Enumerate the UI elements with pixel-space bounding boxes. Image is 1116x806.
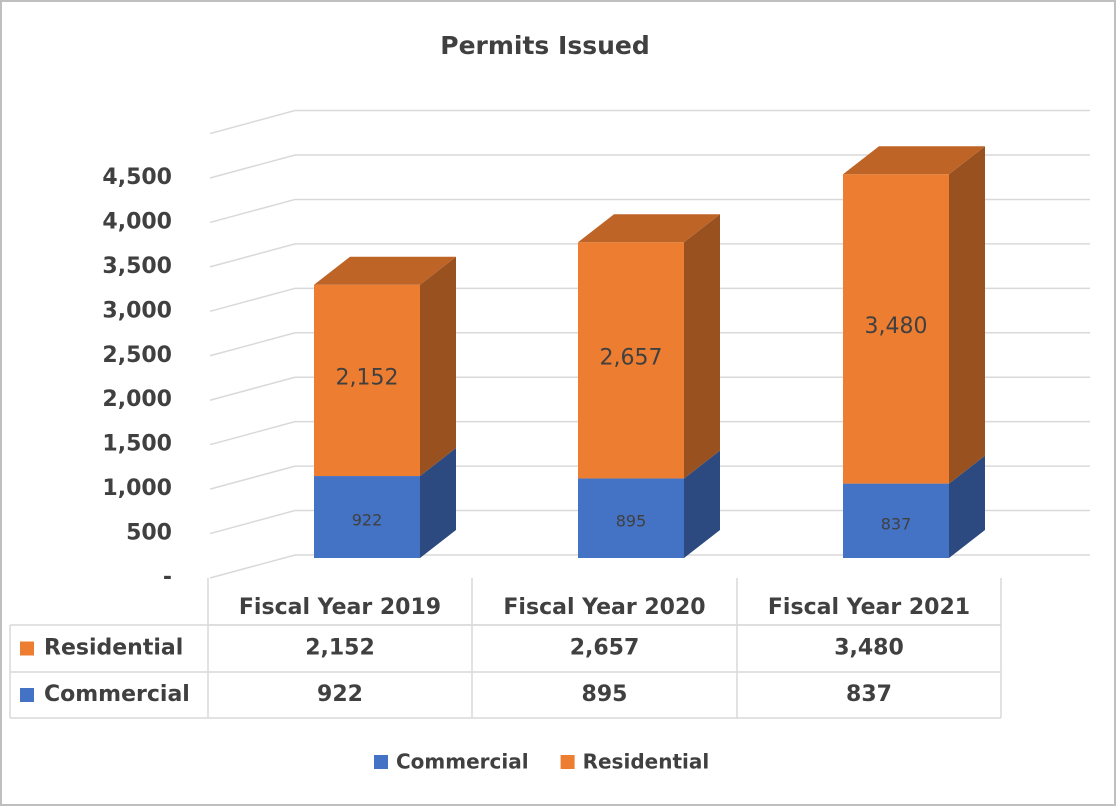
table-header: Fiscal Year 2021 — [768, 595, 970, 620]
grid-line — [209, 465, 1090, 490]
grid-line — [209, 332, 1090, 357]
y-tick-label: 2,500 — [102, 343, 172, 368]
bar — [578, 242, 684, 479]
y-tick-label: - — [163, 565, 172, 590]
table-header: Fiscal Year 2019 — [239, 595, 441, 620]
y-tick-label: 4,000 — [102, 209, 172, 234]
y-tick-label: 3,000 — [102, 298, 172, 323]
table-row-label: Residential — [44, 636, 183, 661]
table-key — [20, 688, 34, 702]
legend-key — [374, 755, 388, 769]
table-cell: 3,480 — [834, 636, 904, 661]
legend-key — [560, 755, 575, 769]
table-cell: 2,657 — [570, 636, 640, 661]
bar-side — [949, 455, 985, 558]
table-header: Fiscal Year 2020 — [503, 595, 705, 620]
bar-side — [949, 146, 985, 484]
y-tick-label: 3,500 — [102, 254, 172, 279]
bar — [843, 174, 949, 484]
table-cell: 837 — [846, 682, 892, 707]
bar-side — [420, 448, 456, 558]
y-tick-label: 2,000 — [102, 387, 172, 412]
legend-label: Residential — [583, 750, 710, 774]
bar-top — [314, 256, 456, 285]
bar-top — [578, 214, 720, 243]
chart-title: Permits Issued — [440, 31, 649, 60]
data-label: 3,480 — [865, 314, 928, 339]
data-label: 837 — [881, 514, 912, 533]
grid-line — [209, 509, 1090, 535]
bar-top — [843, 146, 985, 175]
bar — [314, 476, 420, 558]
grid-line — [209, 287, 1090, 313]
bar — [578, 478, 684, 558]
data-label: 922 — [352, 511, 383, 530]
table-cell: 2,152 — [305, 636, 375, 661]
data-label: 895 — [616, 512, 647, 531]
data-label: 2,657 — [600, 345, 663, 370]
bar-side — [420, 256, 456, 477]
table-cell: 895 — [582, 682, 628, 707]
grid-line — [209, 420, 1090, 446]
grid-line — [209, 198, 1090, 224]
bar-side — [684, 450, 720, 558]
grid-line — [209, 554, 1090, 579]
bar — [314, 284, 420, 477]
legend-label: Commercial — [396, 750, 529, 774]
table-row-label: Commercial — [44, 682, 190, 707]
y-tick-label: 1,000 — [102, 476, 172, 501]
y-tick-label: 4,500 — [102, 165, 172, 190]
bar — [843, 483, 949, 558]
table-key — [20, 641, 34, 656]
bar-side — [684, 214, 720, 479]
grid-line — [209, 154, 1090, 179]
table-cell: 922 — [317, 682, 363, 707]
y-tick-label: 500 — [126, 521, 172, 546]
grid-line — [209, 243, 1090, 268]
grid-line — [209, 376, 1090, 401]
y-tick-label: 1,500 — [102, 432, 172, 457]
wall-edge — [209, 109, 1090, 135]
data-label: 2,152 — [336, 365, 399, 390]
